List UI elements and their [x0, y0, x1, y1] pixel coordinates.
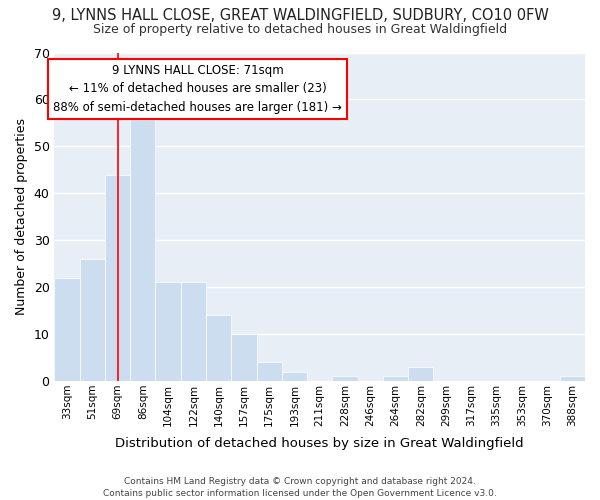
- Bar: [282, 372, 307, 381]
- Bar: [408, 367, 433, 381]
- Bar: [257, 362, 282, 381]
- Text: 9 LYNNS HALL CLOSE: 71sqm
← 11% of detached houses are smaller (23)
88% of semi-: 9 LYNNS HALL CLOSE: 71sqm ← 11% of detac…: [53, 64, 342, 114]
- Y-axis label: Number of detached properties: Number of detached properties: [15, 118, 28, 315]
- Bar: [130, 114, 155, 381]
- Text: 9, LYNNS HALL CLOSE, GREAT WALDINGFIELD, SUDBURY, CO10 0FW: 9, LYNNS HALL CLOSE, GREAT WALDINGFIELD,…: [52, 8, 548, 22]
- Bar: [155, 282, 181, 381]
- Bar: [560, 376, 585, 381]
- Bar: [206, 316, 231, 381]
- Bar: [181, 282, 206, 381]
- Bar: [105, 174, 130, 381]
- Bar: [80, 259, 105, 381]
- Bar: [55, 278, 80, 381]
- Text: Size of property relative to detached houses in Great Waldingfield: Size of property relative to detached ho…: [93, 22, 507, 36]
- Text: Contains HM Land Registry data © Crown copyright and database right 2024.
Contai: Contains HM Land Registry data © Crown c…: [103, 476, 497, 498]
- Bar: [231, 334, 257, 381]
- Bar: [383, 376, 408, 381]
- Bar: [332, 376, 358, 381]
- X-axis label: Distribution of detached houses by size in Great Waldingfield: Distribution of detached houses by size …: [115, 437, 524, 450]
